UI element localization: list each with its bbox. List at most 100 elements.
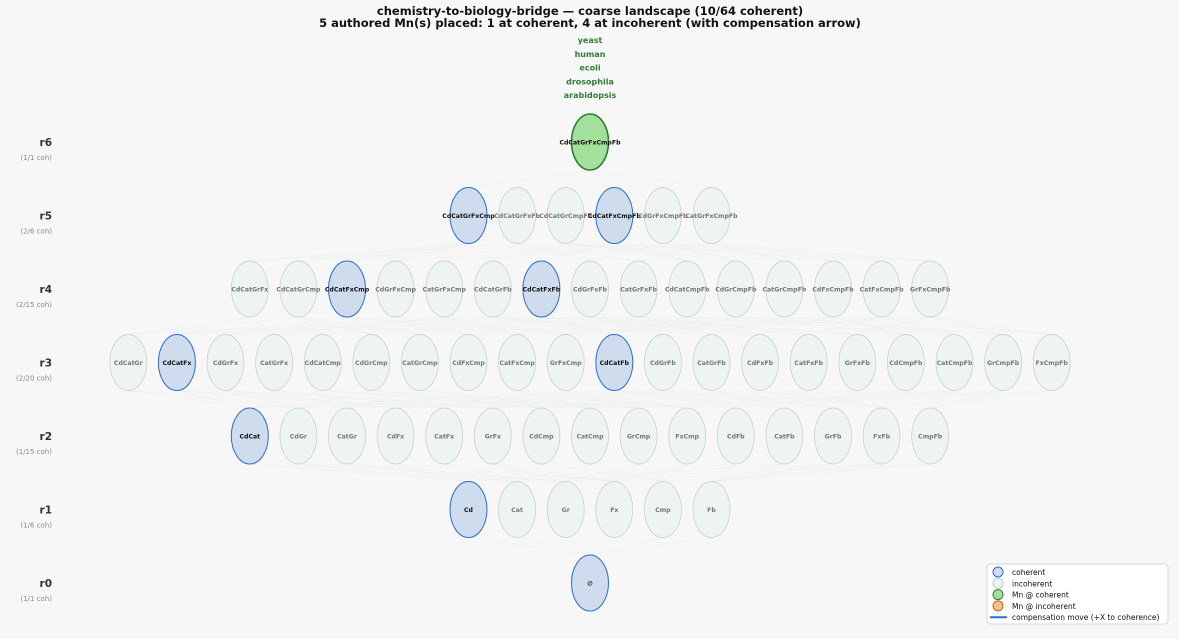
node-label: CdFxCmpFb <box>812 287 854 294</box>
lattice-node: Fb <box>692 481 731 538</box>
lattice-edge <box>249 243 469 262</box>
lattice-edge <box>128 316 493 335</box>
lattice-edge <box>274 390 348 409</box>
lattice-node: CdGrCmpFb <box>715 260 757 318</box>
node-label: CdCatFxCmpFb <box>588 213 642 220</box>
node-label: CdFxFb <box>747 360 773 367</box>
lattice-edge <box>565 169 591 188</box>
lattice-edge <box>346 243 469 262</box>
row-label: r6 <box>40 137 52 149</box>
row-label: r5 <box>40 211 52 223</box>
lattice-node: GrCmp <box>619 407 658 465</box>
lattice-edge <box>517 316 882 335</box>
lattice-node: CatFxFb <box>789 334 828 391</box>
node-label: CdFb <box>727 434 745 441</box>
node-label: CatGrFxFb <box>620 287 657 294</box>
node-ellipse <box>522 407 561 465</box>
lattice-edge <box>444 390 809 409</box>
lattice-edge <box>468 463 542 482</box>
node-ellipse <box>570 113 610 171</box>
node-ellipse <box>644 334 682 391</box>
node-ellipse <box>425 407 464 465</box>
row-r5: r5 (2/6 coh) CdCatGrFxCmp CdCatGrFxFb CdCatG… <box>20 187 738 244</box>
node-label: CdGrCmpFb <box>715 287 757 294</box>
node-label: CdCatGrFx <box>231 287 268 294</box>
node-label: CdCatGrFxFb <box>494 213 540 220</box>
lattice-edge <box>832 316 906 335</box>
node-ellipse <box>449 334 488 391</box>
lattice-node: CdCmp <box>522 407 561 465</box>
node-ellipse <box>473 260 512 318</box>
node-ellipse <box>376 407 415 465</box>
lattice-node: CdGrFxFb <box>571 260 609 318</box>
lattice-node: CdCatGr <box>109 334 148 391</box>
lattice-edge <box>565 463 834 482</box>
node-label: FxFb <box>873 434 890 441</box>
chart-title-line1: chemistry-to-biology-bridge — coarse lan… <box>377 4 803 18</box>
lattice-node: FxCmpFb <box>1032 334 1071 391</box>
row-summary: (1/15 coh) <box>16 448 52 456</box>
lattice-edge <box>638 390 1004 409</box>
node-ellipse <box>814 260 852 318</box>
legend-label: incoherent <box>1012 579 1052 588</box>
lattice-edge <box>371 390 542 409</box>
lattice-edge <box>565 316 931 335</box>
lattice-edge <box>468 169 591 188</box>
lattice-edge <box>711 463 834 482</box>
lattice-node: ∅ <box>571 554 609 612</box>
node-label: CatGrCmpFb <box>762 287 806 294</box>
node-label: CatCmp <box>576 434 604 441</box>
node-label: CdFx <box>387 434 404 441</box>
lattice-edge <box>128 316 299 335</box>
lattice-edge <box>249 390 615 409</box>
lattice-node: CdCatGrFxCmp <box>442 187 495 244</box>
lattice-edge <box>298 463 469 482</box>
species-label: drosophila <box>566 77 614 86</box>
node-ellipse <box>911 407 950 465</box>
lattice-edge <box>346 243 615 262</box>
node-label: Fx <box>610 507 618 514</box>
node-label: FxCmpFb <box>1036 360 1069 367</box>
lattice-node: CatFb <box>765 407 804 465</box>
node-label: Gr <box>562 507 571 514</box>
lattice-node: Fx <box>595 481 634 538</box>
lattice-edge <box>589 169 663 188</box>
lattice-edge <box>249 390 323 409</box>
lattice-node: CdGrCmp <box>352 334 391 391</box>
lattice-edge <box>298 390 663 409</box>
legend-item: incoherent <box>992 577 1052 589</box>
lattice-edge <box>346 390 712 409</box>
node-ellipse <box>595 187 634 244</box>
lattice-node: CdFx <box>376 407 415 465</box>
lattice-edge <box>517 169 591 188</box>
node-ellipse <box>473 407 512 465</box>
node-label: CdCatFxFb <box>523 287 561 294</box>
lattice-edge <box>589 537 712 556</box>
lattice-node: CdCatFxFb <box>522 260 561 318</box>
node-ellipse <box>887 334 925 391</box>
node-label: GrFx <box>485 434 501 441</box>
node-label: CdCatGrFxCmpFb <box>559 140 621 147</box>
lattice-node: GrFx <box>473 407 512 465</box>
lattice-node: CdCatGrCmpFb <box>539 187 593 244</box>
node-label: CatGr <box>337 434 358 441</box>
lattice-edge <box>565 390 639 409</box>
lattice-edge <box>711 243 931 262</box>
node-ellipse <box>571 407 609 465</box>
node-ellipse <box>352 334 391 391</box>
node-ellipse <box>522 260 561 318</box>
lattice-edge <box>274 316 639 335</box>
lattice-edge <box>662 463 931 482</box>
node-ellipse <box>1032 334 1071 391</box>
legend-swatch <box>992 600 1004 612</box>
lattice-edge <box>832 390 1004 409</box>
row-r4: r4 (2/15 coh) CdCatGrFx CdCatGrCmp CdCatFxCm… <box>16 260 951 318</box>
lattice-edge <box>395 463 469 482</box>
lattice-node: CdCatGrFxCmpFb <box>559 113 621 171</box>
legend-swatch <box>992 589 1004 601</box>
legend-box <box>986 563 1169 625</box>
lattice-edge <box>419 316 785 335</box>
node-label: ∅ <box>587 581 592 588</box>
